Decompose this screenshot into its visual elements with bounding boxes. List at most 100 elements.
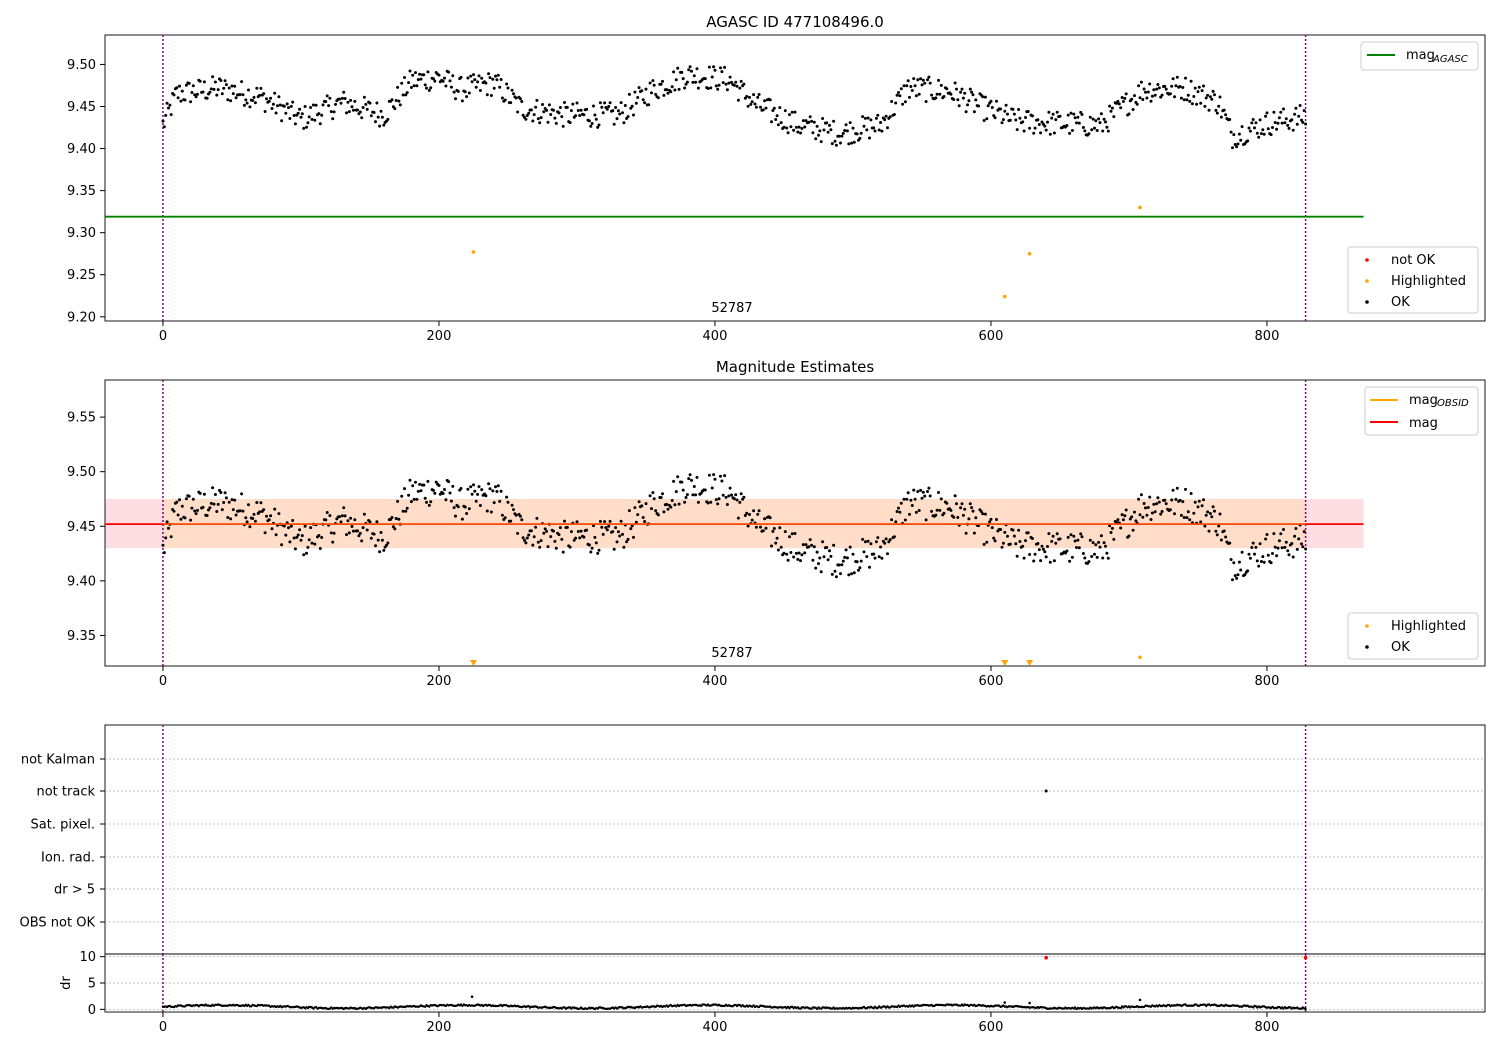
ok-point — [441, 79, 445, 83]
ok-point — [1106, 129, 1110, 133]
ok-point — [274, 111, 278, 115]
legend-ok: OK — [1391, 640, 1410, 655]
ok-point — [799, 131, 802, 135]
ok-point — [1286, 549, 1290, 553]
ok-point — [1233, 143, 1237, 146]
ok-point — [771, 529, 775, 533]
ok-point — [600, 525, 604, 529]
ok-point — [270, 107, 274, 110]
ok-point — [808, 115, 812, 119]
ok-point — [394, 99, 398, 102]
ok-point — [661, 79, 664, 83]
ok-point — [1093, 126, 1096, 130]
ok-point — [499, 489, 503, 493]
ok-point — [478, 89, 482, 92]
ok-point — [419, 489, 423, 493]
ok-point — [404, 509, 408, 513]
ok-point — [1058, 537, 1062, 541]
legend-marker-highlighted — [1365, 624, 1369, 628]
ok-point — [1206, 93, 1210, 97]
ok-point — [1273, 121, 1277, 124]
ok-point — [189, 100, 193, 104]
ok-point — [621, 532, 624, 536]
ok-point — [910, 89, 914, 92]
ok-point — [465, 512, 469, 515]
ok-point — [578, 114, 582, 117]
ok-point — [545, 529, 549, 533]
ok-point — [1253, 126, 1256, 130]
ok-point — [981, 95, 985, 99]
ok-point — [840, 563, 844, 567]
dr-outlier-point — [1138, 998, 1142, 1002]
ok-point — [897, 506, 900, 510]
ok-point — [585, 528, 589, 532]
flag-label: Ion. rad. — [41, 851, 95, 866]
ok-point — [1075, 121, 1078, 125]
ok-point — [1135, 102, 1139, 106]
ok-point — [1036, 118, 1040, 122]
ok-point — [353, 99, 357, 103]
ok-point — [695, 475, 699, 479]
ok-point — [1133, 510, 1136, 514]
ok-point — [251, 517, 255, 520]
ok-point — [1079, 532, 1083, 536]
ok-point — [549, 535, 553, 539]
ok-point — [921, 490, 925, 494]
ok-point — [942, 95, 946, 98]
ok-point — [992, 114, 996, 118]
ok-point — [916, 78, 920, 82]
ok-point — [324, 518, 328, 522]
ok-point — [834, 143, 838, 147]
ok-point — [1189, 79, 1193, 83]
ok-point — [274, 533, 278, 537]
ok-point — [804, 543, 808, 547]
ok-point — [1094, 119, 1098, 123]
ok-point — [568, 121, 572, 125]
ok-point — [531, 543, 535, 547]
ok-point — [734, 80, 738, 84]
ok-point — [600, 105, 604, 109]
ok-point — [672, 479, 676, 483]
ok-point — [553, 539, 557, 543]
ok-point — [276, 104, 279, 108]
ok-point — [1236, 142, 1240, 146]
ok-point — [1163, 84, 1167, 88]
ok-point — [1239, 568, 1243, 572]
ok-point — [811, 131, 815, 135]
ok-point — [183, 516, 187, 520]
ok-point — [684, 82, 688, 86]
ok-point — [472, 73, 475, 77]
ok-point — [1301, 545, 1305, 549]
ok-point — [1300, 542, 1303, 546]
ok-point — [411, 73, 415, 77]
ok-point — [252, 95, 256, 99]
ok-point — [845, 129, 849, 133]
ok-point — [1193, 86, 1197, 90]
ok-point — [982, 119, 986, 122]
ok-point — [782, 125, 786, 129]
ok-point — [1144, 506, 1147, 510]
ok-point — [1254, 121, 1258, 125]
ok-point — [821, 540, 825, 544]
ok-point — [927, 486, 931, 490]
ok-point — [874, 116, 878, 120]
ok-point — [351, 108, 355, 112]
ok-point — [589, 550, 593, 554]
ok-point — [778, 106, 782, 110]
ok-point — [614, 106, 618, 109]
ok-point — [579, 529, 583, 533]
ok-point — [538, 121, 542, 125]
ok-point — [379, 531, 383, 534]
ok-point — [725, 88, 729, 92]
ok-point — [713, 477, 717, 481]
ok-point — [857, 568, 860, 572]
ok-point — [828, 123, 831, 127]
ok-point — [730, 493, 733, 497]
x-tick-label: 0 — [159, 329, 167, 344]
ok-point — [1105, 125, 1109, 129]
ok-point — [1178, 498, 1182, 502]
ok-point — [161, 119, 165, 123]
ok-point — [768, 98, 772, 102]
ok-point — [404, 93, 408, 97]
ok-point — [194, 95, 198, 99]
